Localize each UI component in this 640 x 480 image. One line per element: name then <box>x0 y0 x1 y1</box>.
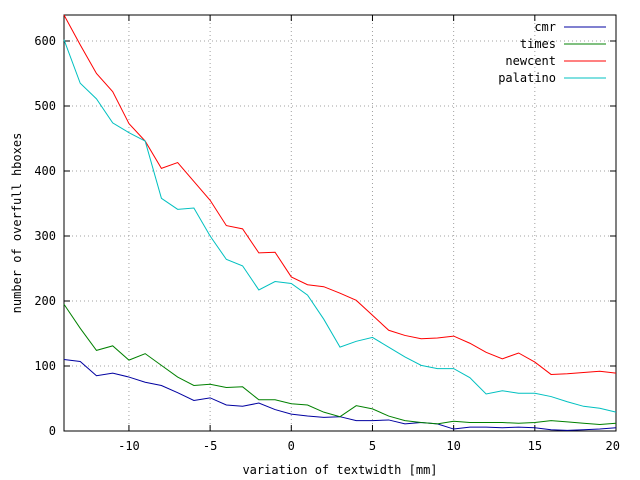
x-tick-label: -5 <box>203 439 217 453</box>
series-line-palatino <box>63 39 617 413</box>
axis-ticks: 0 100 200 300 400 500 600 -10 -5 0 5 10 15 20 <box>34 15 620 453</box>
series-lines <box>63 14 617 431</box>
plot-frame <box>63 14 617 432</box>
x-tick-label: 10 <box>446 439 460 453</box>
y-tick-label: 400 <box>34 164 56 178</box>
legend-label-newcent: newcent <box>505 54 556 68</box>
grid <box>64 15 616 431</box>
y-tick-label: 200 <box>34 294 56 308</box>
legend: cmr times newcent palatino <box>498 20 606 85</box>
y-axis-title: number of overfull hboxes <box>10 133 24 314</box>
y-tick-label: 300 <box>34 229 56 243</box>
legend-label-palatino: palatino <box>498 71 556 85</box>
x-tick-label: 20 <box>606 439 620 453</box>
legend-label-times: times <box>520 37 556 51</box>
x-tick-label: -10 <box>118 439 140 453</box>
y-tick-label: 500 <box>34 99 56 113</box>
x-tick-label: 15 <box>528 439 542 453</box>
y-tick-label: 0 <box>49 424 56 438</box>
x-tick-label: 0 <box>288 439 295 453</box>
x-tick-label: 5 <box>369 439 376 453</box>
x-axis-title: variation of textwidth [mm] <box>242 463 437 477</box>
legend-label-cmr: cmr <box>534 20 556 34</box>
y-tick-label: 100 <box>34 359 56 373</box>
series-line-newcent <box>63 14 617 375</box>
series-line-cmr <box>63 359 617 431</box>
y-tick-label: 600 <box>34 34 56 48</box>
series-line-times <box>63 303 617 426</box>
